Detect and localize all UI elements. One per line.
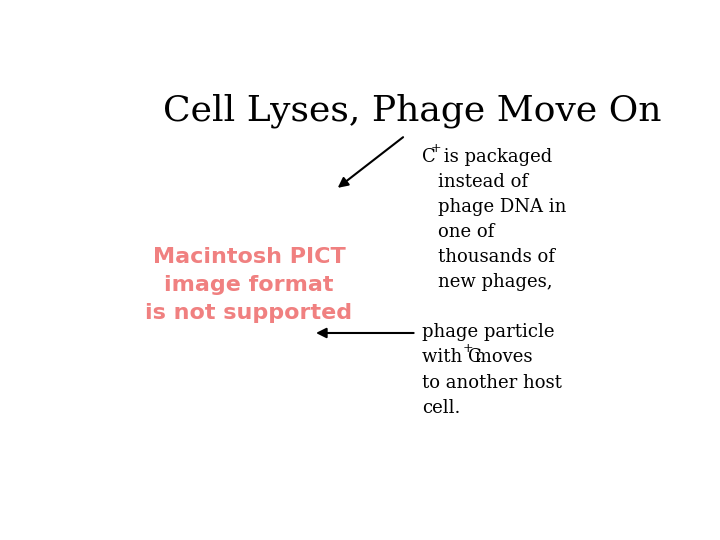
Text: is packaged
instead of
phage DNA in
one of
thousands of
new phages,: is packaged instead of phage DNA in one … [438,148,566,291]
Text: moves: moves [469,348,532,366]
Text: +: + [462,342,473,355]
Text: phage particle: phage particle [422,322,554,341]
Text: to another host
cell.: to another host cell. [422,374,562,417]
Text: +: + [431,141,441,155]
Text: C: C [422,148,436,166]
Text: Macintosh PICT
image format
is not supported: Macintosh PICT image format is not suppo… [145,247,353,323]
Text: Cell Lyses, Phage Move On: Cell Lyses, Phage Move On [163,94,661,129]
Text: with C: with C [422,348,482,366]
